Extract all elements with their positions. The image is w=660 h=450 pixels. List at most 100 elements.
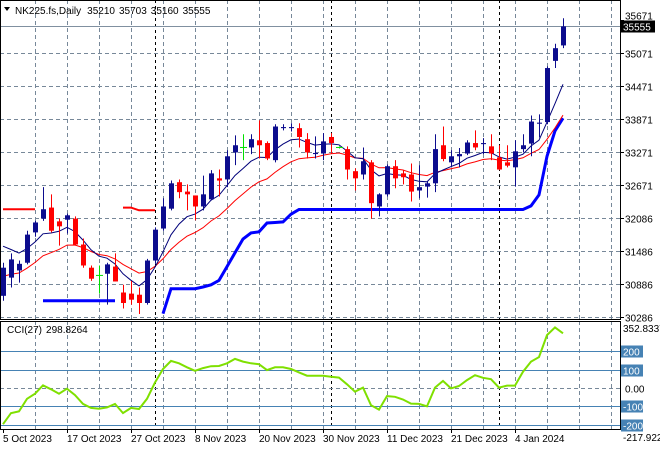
- candle[interactable]: [201, 175, 206, 211]
- candle[interactable]: [305, 133, 310, 159]
- candle[interactable]: [265, 141, 270, 161]
- candle[interactable]: [121, 284, 126, 309]
- candle[interactable]: [161, 198, 166, 231]
- candle[interactable]: [441, 126, 446, 162]
- candle[interactable]: [57, 218, 62, 246]
- candle[interactable]: [449, 150, 454, 168]
- candle-body: [361, 161, 366, 175]
- candle[interactable]: [433, 134, 438, 193]
- price-tick-label: 32671: [625, 182, 653, 193]
- candle[interactable]: [513, 140, 518, 187]
- candles[interactable]: [1, 18, 566, 315]
- cci-level-label: 100: [623, 367, 640, 378]
- candle[interactable]: [497, 145, 502, 171]
- candle[interactable]: [545, 66, 550, 125]
- cci-level-label: -100: [623, 403, 643, 414]
- date-tick-label: 5 Oct 2023: [3, 434, 52, 445]
- candle-body: [305, 139, 310, 153]
- candle[interactable]: [240, 134, 247, 161]
- candle[interactable]: [1, 262, 6, 301]
- candle[interactable]: [81, 238, 86, 268]
- candle-body: [529, 121, 534, 144]
- candle[interactable]: [169, 180, 174, 211]
- candle[interactable]: [369, 160, 374, 219]
- candle[interactable]: [9, 253, 14, 288]
- candle[interactable]: [217, 169, 222, 197]
- candle[interactable]: [425, 181, 430, 198]
- candle[interactable]: [89, 265, 94, 281]
- candle[interactable]: [385, 164, 390, 197]
- candle[interactable]: [529, 115, 534, 157]
- candle[interactable]: [105, 262, 110, 305]
- candle[interactable]: [505, 145, 510, 168]
- candle[interactable]: [25, 230, 30, 265]
- candle[interactable]: [409, 163, 414, 202]
- candle[interactable]: [313, 136, 318, 159]
- candle[interactable]: [249, 134, 254, 155]
- candle[interactable]: [209, 170, 214, 201]
- candle[interactable]: [33, 220, 38, 237]
- candle[interactable]: [537, 114, 542, 138]
- candle[interactable]: [185, 184, 190, 211]
- candle[interactable]: [113, 253, 118, 282]
- candle[interactable]: [17, 260, 22, 283]
- candle[interactable]: [289, 123, 294, 132]
- candle[interactable]: [73, 216, 78, 246]
- candle[interactable]: [41, 187, 46, 221]
- candle[interactable]: [393, 160, 398, 189]
- candle-body: [153, 229, 158, 261]
- candle[interactable]: [401, 170, 406, 185]
- candle[interactable]: [65, 213, 70, 234]
- candle[interactable]: [417, 165, 422, 199]
- candle[interactable]: [481, 138, 486, 155]
- candle[interactable]: [177, 179, 182, 199]
- candle[interactable]: [137, 287, 142, 315]
- candle[interactable]: [353, 168, 358, 191]
- candle[interactable]: [521, 134, 526, 153]
- candle-body: [137, 294, 142, 303]
- candle[interactable]: [465, 140, 470, 156]
- price-tick-label: 34471: [625, 83, 653, 94]
- candle-body: [129, 293, 134, 300]
- candle[interactable]: [273, 124, 278, 163]
- candle[interactable]: [377, 193, 382, 217]
- candle[interactable]: [329, 133, 334, 154]
- candle-body: [265, 143, 270, 159]
- candle[interactable]: [233, 135, 238, 166]
- collapse-triangle-icon[interactable]: [4, 7, 10, 11]
- candle-body: [545, 68, 550, 123]
- candle[interactable]: [153, 227, 158, 264]
- candle-body: [201, 194, 206, 207]
- candle[interactable]: [297, 123, 302, 148]
- candle[interactable]: [49, 194, 54, 233]
- candle-body: [57, 221, 62, 227]
- candle-body: [73, 218, 78, 245]
- candle[interactable]: [193, 195, 198, 221]
- candle[interactable]: [129, 280, 134, 305]
- candle[interactable]: [489, 134, 494, 161]
- period-separators: [155, 0, 500, 429]
- candle[interactable]: [96, 265, 103, 294]
- date-tick-label: 17 Oct 2023: [67, 434, 122, 445]
- candle-body: [521, 145, 526, 150]
- candle[interactable]: [553, 43, 558, 69]
- candle[interactable]: [361, 147, 366, 180]
- candle[interactable]: [257, 120, 262, 159]
- candle-body: [1, 267, 6, 296]
- cci-title: CCI(27): [7, 325, 42, 336]
- candle[interactable]: [281, 124, 286, 131]
- close-value: 35555: [183, 6, 211, 17]
- candle-body: [105, 264, 110, 274]
- candle[interactable]: [561, 18, 566, 49]
- candle[interactable]: [336, 146, 343, 149]
- cci-line: [2, 326, 564, 425]
- candle[interactable]: [145, 258, 150, 305]
- candle[interactable]: [473, 130, 478, 151]
- candle[interactable]: [321, 133, 326, 161]
- candle[interactable]: [225, 150, 230, 188]
- candle-body: [481, 143, 486, 145]
- candle[interactable]: [345, 146, 350, 180]
- candle-body: [225, 156, 230, 180]
- slow-moving-average: [2, 114, 564, 277]
- candle[interactable]: [457, 148, 462, 168]
